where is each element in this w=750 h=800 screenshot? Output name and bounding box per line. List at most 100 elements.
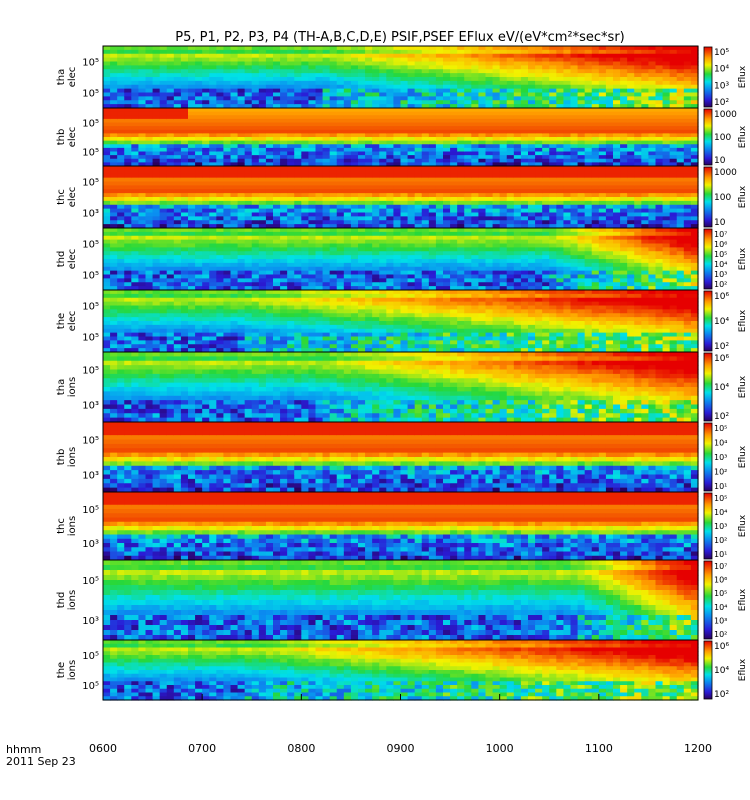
panel-label: the: [56, 313, 67, 329]
colorbar-tick-label: 10⁵: [714, 424, 727, 433]
y-tick-label: 10⁵: [82, 58, 99, 69]
y-tick-label: 10⁵: [82, 119, 99, 130]
panel-label: elec: [67, 187, 78, 208]
colorbar-tick-label: 10³: [714, 616, 727, 625]
panel-label: thc: [56, 189, 67, 205]
panel-label: ions: [67, 377, 78, 397]
y-tick-label: 10⁵: [82, 302, 99, 313]
colorbar-tick-label: 10²: [714, 690, 729, 700]
y-tick-label: 10⁵: [82, 681, 99, 692]
y-tick-label: 10⁵: [82, 505, 99, 516]
panel-label: elec: [67, 249, 78, 270]
colorbar-tick-label: 10⁶: [714, 240, 727, 249]
x-tick-label: 1000: [486, 742, 514, 755]
panel-label: ions: [67, 516, 78, 536]
y-tick-label: 10³: [82, 616, 99, 627]
x-tick-label: 0700: [188, 742, 216, 755]
colorbar: [703, 352, 713, 422]
x-tick-label: 1100: [585, 742, 613, 755]
colorbar-tick-label: 10⁵: [714, 589, 727, 598]
x-axis: 0600 0700 0800 0900 1000 1100 1200: [89, 694, 712, 755]
colorbar-tick-label: 10⁴: [714, 317, 729, 327]
y-tick-label: 10⁵: [82, 148, 99, 159]
colorbar: [703, 422, 713, 492]
y-tick-label: 10⁵: [82, 89, 99, 100]
y-tick-label: 10⁵: [82, 240, 99, 251]
panel-the-ions: the ions 10⁵ 10⁵ 10⁶ 10⁴ 10² Eflux: [56, 639, 748, 701]
colorbar-tick-label: 10⁴: [714, 666, 729, 676]
colorbar-label: Eflux: [738, 445, 748, 468]
colorbar-label: Eflux: [738, 185, 748, 208]
panel-label: thd: [56, 592, 67, 609]
panel-thb-ions: thb ions 10⁵ 10³ 10⁵ 10⁴ 10³ 10² 10¹ Eflux: [56, 421, 748, 493]
x-tick-label: 0600: [89, 742, 117, 755]
panel-label: elec: [67, 311, 78, 332]
colorbar-tick-label: 1000: [714, 110, 737, 120]
y-tick-label: 10³: [82, 401, 99, 412]
panel-label: the: [56, 662, 67, 678]
panel-label: thb: [56, 129, 67, 146]
date-label: 2011 Sep 23: [6, 755, 76, 768]
colorbar-label: Eflux: [738, 375, 748, 398]
colorbar-tick-label: 10⁴: [714, 260, 727, 269]
colorbar-tick-label: 10⁵: [714, 494, 727, 503]
y-tick-label: 10⁵: [82, 436, 99, 447]
panel-label: tha: [56, 69, 67, 85]
panel-thc-elec: thc elec 10⁵ 10³ 1000 100 10 Eflux: [56, 165, 748, 229]
colorbar-tick-label: 10: [714, 156, 726, 166]
colorbar-label: Eflux: [738, 658, 748, 681]
colorbar: [703, 166, 713, 228]
y-tick-label: 10⁵: [82, 178, 99, 189]
panel-label: ions: [67, 660, 78, 680]
panel-the-elec: the elec 10⁵ 10⁵ 10⁶ 10⁴ 10² Eflux: [56, 289, 748, 353]
colorbar-tick-label: 1000: [714, 168, 737, 178]
colorbar-tick-label: 10⁴: [714, 383, 729, 393]
x-tick-label: 0900: [387, 742, 415, 755]
panel-thd-ions: thd ions 10⁵ 10³ 10⁷ 10⁶ 10⁵ 10⁴ 10³ 10² Eflux: [56, 559, 748, 641]
colorbar-tick-label: 10³: [714, 270, 727, 279]
colorbar-tick-label: 10²: [714, 412, 729, 422]
colorbar-label: Eflux: [738, 588, 748, 611]
colorbar-tick-label: 10⁶: [714, 292, 729, 302]
colorbar-tick-label: 10⁶: [714, 354, 729, 364]
y-tick-label: 10⁵: [82, 651, 99, 662]
colorbar-tick-label: 10⁷: [714, 230, 727, 239]
x-tick-label: 1200: [684, 742, 712, 755]
x-tick-label: 0800: [287, 742, 315, 755]
panel-tha-ions: tha ions 10⁵ 10³ 10⁶ 10⁴ 10² Eflux: [56, 351, 748, 423]
colorbar: [703, 560, 713, 640]
y-tick-label: 10⁵: [82, 271, 99, 282]
panel-label: thd: [56, 251, 67, 268]
colorbar-label: Eflux: [738, 125, 748, 148]
panel-label: ions: [67, 590, 78, 610]
colorbar-tick-label: 10²: [714, 630, 727, 639]
panel-label: thb: [56, 449, 67, 466]
colorbar-tick-label: 10⁷: [714, 562, 727, 571]
colorbar-tick-label: 10⁴: [714, 508, 727, 517]
panel-thc-ions: thc ions 10⁵ 10³ 10⁵ 10⁴ 10³ 10² 10¹ Eflux: [56, 491, 748, 561]
time-format-label: hhmm: [6, 743, 41, 756]
figure-title: P5, P1, P2, P3, P4 (TH-A,B,C,D,E) PSIF,P…: [175, 30, 624, 45]
colorbar-tick-label: 10³: [714, 522, 727, 531]
colorbar-tick-label: 10⁴: [714, 603, 727, 612]
colorbar-tick-label: 10²: [714, 98, 729, 108]
colorbar: [703, 290, 713, 352]
panel-label: elec: [67, 67, 78, 88]
colorbar-tick-label: 10⁵: [714, 48, 729, 58]
colorbar: [703, 492, 713, 560]
colorbar-tick-label: 100: [714, 133, 731, 143]
colorbar-label: Eflux: [738, 247, 748, 270]
panel-label: tha: [56, 379, 67, 395]
panel-thb-elec: thb elec 10⁵ 10⁵ 1000 100 10 Eflux: [56, 107, 748, 167]
colorbar-tick-label: 10⁴: [714, 439, 727, 448]
y-tick-label: 10³: [82, 209, 99, 220]
colorbar-tick-label: 10: [714, 218, 726, 228]
colorbar-tick-label: 10⁴: [714, 65, 729, 75]
colorbar-label: Eflux: [738, 65, 748, 88]
colorbar-tick-label: 10²: [714, 280, 727, 289]
panel-tha-elec: tha elec 10⁵ 10⁵ 10⁵ 10⁴ 10³ 10² Eflux: [56, 45, 748, 109]
colorbar-label: Eflux: [738, 309, 748, 332]
